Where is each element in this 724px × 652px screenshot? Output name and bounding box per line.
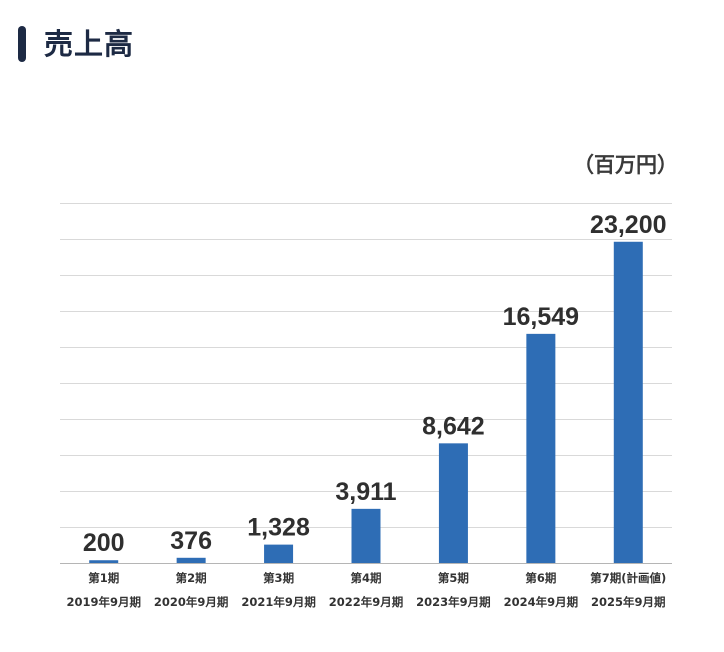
x-tick-label: 第7期(計画値) bbox=[590, 571, 666, 585]
x-tick-label: 第4期 bbox=[350, 571, 381, 585]
bar bbox=[438, 443, 468, 563]
bar bbox=[613, 241, 643, 563]
x-tick-sublabel: 2021年9月期 bbox=[241, 595, 316, 609]
x-tick-sublabel: 2019年9月期 bbox=[66, 595, 141, 609]
bar bbox=[264, 544, 294, 563]
data-label: 1,328 bbox=[247, 514, 310, 542]
data-label: 23,200 bbox=[590, 211, 666, 239]
bar bbox=[89, 560, 119, 563]
title-accent-bar bbox=[18, 26, 26, 62]
x-tick-label: 第3期 bbox=[263, 571, 294, 585]
unit-label: （百万円） bbox=[573, 153, 678, 177]
x-tick-label: 第1期 bbox=[88, 571, 119, 585]
page-title: 売上高 bbox=[44, 27, 135, 61]
x-tick-sublabel: 2020年9月期 bbox=[154, 595, 229, 609]
x-tick-sublabel: 2023年9月期 bbox=[416, 595, 491, 609]
data-label: 8,642 bbox=[422, 412, 485, 440]
bar bbox=[526, 333, 556, 563]
data-label: 200 bbox=[83, 529, 125, 557]
x-tick-label: 第5期 bbox=[438, 571, 469, 585]
bar bbox=[176, 557, 206, 563]
data-label: 376 bbox=[170, 527, 212, 555]
x-tick-label: 第2期 bbox=[176, 571, 207, 585]
x-tick-sublabel: 2022年9月期 bbox=[329, 595, 404, 609]
x-tick-sublabel: 2025年9月期 bbox=[591, 595, 666, 609]
x-tick-sublabel: 2024年9月期 bbox=[504, 595, 579, 609]
data-label: 3,911 bbox=[335, 478, 396, 506]
data-label: 16,549 bbox=[503, 303, 579, 331]
x-tick-label: 第6期 bbox=[525, 571, 556, 585]
bar bbox=[351, 508, 381, 563]
